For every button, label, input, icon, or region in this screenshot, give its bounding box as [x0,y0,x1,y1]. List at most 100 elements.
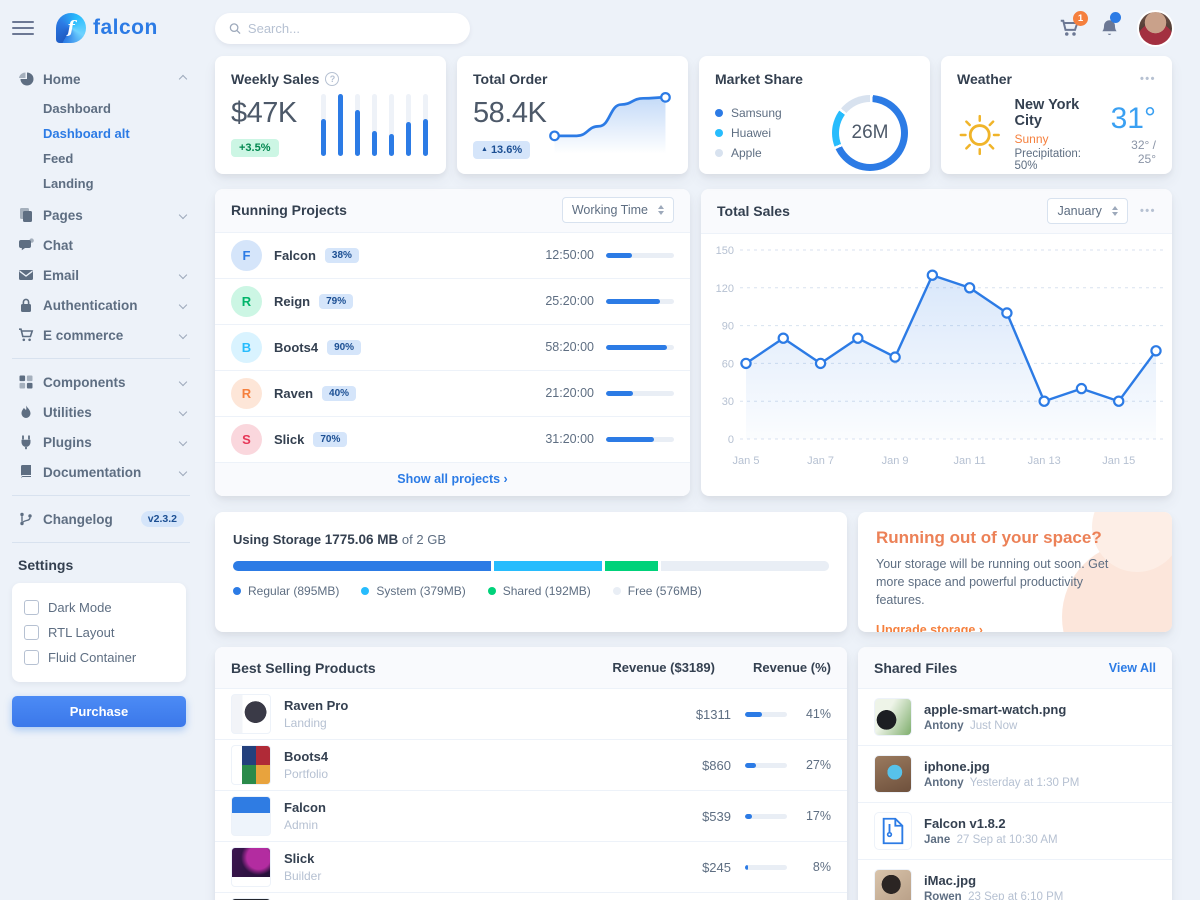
sidebar-subitem-feed[interactable]: Feed [43,151,74,166]
project-row-boots4[interactable]: B Boots4 90% 58:20:00 [215,325,690,371]
file-meta: Antony Yesterday at 1:30 PM [924,777,1080,789]
product-progress-bar [745,864,787,870]
legend-label: Apple [731,146,762,160]
components-icon [18,374,34,390]
storage-progress-bar [233,561,829,571]
weather-temp: 31° [1110,101,1156,135]
sidebar-subitem-dashboard[interactable]: Dashboard [43,101,111,116]
total-sales-menu-button[interactable]: ••• [1139,205,1156,217]
checkbox[interactable] [24,600,39,615]
storage-segment-regular [233,561,495,571]
sidebar-subitem-landing[interactable]: Landing [43,176,94,191]
sidebar-item-changelog[interactable]: Changelog v2.3.2 [12,504,200,534]
market-share-title: Market Share [715,71,803,87]
file-thumbnail [874,869,912,900]
file-row-imac-jpg[interactable]: iMac.jpg Rowen 23 Sep at 6:10 PM [858,860,1172,900]
sidebar-item-documentation[interactable]: Documentation [12,457,200,487]
sidebar-item-home[interactable]: Home [12,64,200,94]
sidebar-item-pages[interactable]: Pages [12,200,200,230]
search-input[interactable] [247,20,456,36]
file-row-apple-smart-watch-png[interactable]: apple-smart-watch.png Antony Just Now [858,689,1172,746]
best-selling-title: Best Selling Products [231,659,376,676]
file-row-iphone-jpg[interactable]: iphone.jpg Antony Yesterday at 1:30 PM [858,746,1172,803]
weather-condition: Sunny [1014,132,1049,146]
project-time: 12:50:00 [545,248,594,263]
bar [406,94,411,156]
legend-dot [715,129,723,137]
search-box[interactable] [215,12,470,44]
info-circle-icon[interactable]: ? [325,72,340,86]
sidebar-item-plugins[interactable]: Plugins [12,427,200,457]
storage-legend-item: System (379MB) [361,584,466,598]
project-percent-badge: 70% [313,431,348,447]
running-projects-card: Running Projects Working Time F Falcon 3… [215,189,690,496]
project-name: Reign [274,293,311,309]
main-content: 1 Weekly Sales ? $47K +3.5% Total Ord [200,0,1200,900]
user-avatar[interactable] [1139,11,1172,45]
sidebar-item-e-commerce[interactable]: E commerce [12,320,200,350]
sidebar-subitem-dashboard-alt[interactable]: Dashboard alt [43,126,130,141]
storage-legend-item: Free (576MB) [612,584,702,598]
checkbox[interactable] [24,625,39,640]
upgrade-storage-link[interactable]: Upgrade storage › [876,623,983,632]
brand-logo[interactable]: f falcon [56,13,158,43]
chat-icon [18,237,34,253]
month-select[interactable]: January [1047,198,1128,224]
total-sales-line-chart: 0 30 60 90 120 150 Jan 5 Jan 7 Jan 9 Jan 11… [716,245,1164,467]
changelog-icon [18,511,34,527]
sidebar-item-authentication[interactable]: Authentication [12,290,200,320]
checkbox[interactable] [24,650,39,665]
hamburger-menu-icon[interactable] [12,17,34,39]
storage-segment-system [494,561,605,571]
product-percent: 8% [812,860,831,874]
product-row-slick[interactable]: Slick Builder $245 8% [215,842,847,893]
project-row-falcon[interactable]: F Falcon 38% 12:50:00 [215,233,690,279]
bell-icon [1102,20,1117,35]
setting-rtl-layout[interactable]: RTL Layout [24,620,174,645]
best-selling-products-card: Best Selling Products Revenue ($3189) Re… [215,647,847,900]
revenue-percent-column-header: Revenue (%) [752,660,831,675]
cart-button[interactable]: 1 [1059,11,1088,38]
project-time: 21:20:00 [545,386,594,401]
total-sales-card: Total Sales January ••• 0 30 60 90 120 1… [701,189,1172,496]
project-row-reign[interactable]: R Reign 79% 25:20:00 [215,279,690,325]
sidebar-item-email[interactable]: Email [12,260,200,290]
product-row-boots4[interactable]: Boots4 Portfolio $860 27% [215,740,847,791]
product-progress-bar [745,762,787,768]
setting-fluid-container[interactable]: Fluid Container [24,645,174,670]
project-percent-badge: 90% [327,339,362,355]
project-name: Falcon [274,247,316,263]
file-row-falcon-v1-8-2[interactable]: Falcon v1.8.2 Jane 27 Sep at 10:30 AM [858,803,1172,860]
file-meta: Antony Just Now [924,720,1018,732]
product-progress-bar [745,813,787,819]
sidebar-item-chat[interactable]: Chat [12,230,200,260]
project-row-slick[interactable]: S Slick 70% 31:20:00 [215,417,690,463]
chevron-down-icon [178,407,188,417]
project-name: Boots4 [274,339,319,355]
upgrade-space-body: Your storage will be running out soon. G… [876,557,1109,608]
purchase-button[interactable]: Purchase [12,696,186,727]
utilities-icon [18,404,34,420]
show-all-projects-link[interactable]: Show all projects › [397,472,508,487]
falcon-logo-icon: f [56,13,86,43]
notifications-button[interactable] [1100,12,1121,38]
setting-dark-mode[interactable]: Dark Mode [24,595,174,620]
sidebar-item-label: Changelog [43,511,113,527]
divider [12,542,190,543]
sidebar-item-utilities[interactable]: Utilities [12,397,200,427]
weather-card: Weather ••• New York City Sunny Precipit… [941,56,1172,174]
sidebar-item-label: Components [43,374,126,390]
sidebar-item-components[interactable]: Components [12,367,200,397]
chevron-down-icon [178,270,188,280]
weekly-sales-title: Weekly Sales [231,71,320,87]
product-row-raven-pro[interactable]: Raven Pro Landing $1311 41% [215,689,847,740]
legend-label: Huawei [731,126,772,140]
product-row-falcon[interactable]: Falcon Admin $539 17% [215,791,847,842]
product-row[interactable] [215,893,847,900]
project-row-raven[interactable]: R Raven 40% 21:20:00 [215,371,690,417]
sort-arrows-icon [1111,206,1118,216]
view-all-link[interactable]: View All [1108,660,1156,675]
weather-menu-button[interactable]: ••• [1139,73,1156,85]
bar [338,94,343,156]
working-time-select[interactable]: Working Time [561,197,674,224]
